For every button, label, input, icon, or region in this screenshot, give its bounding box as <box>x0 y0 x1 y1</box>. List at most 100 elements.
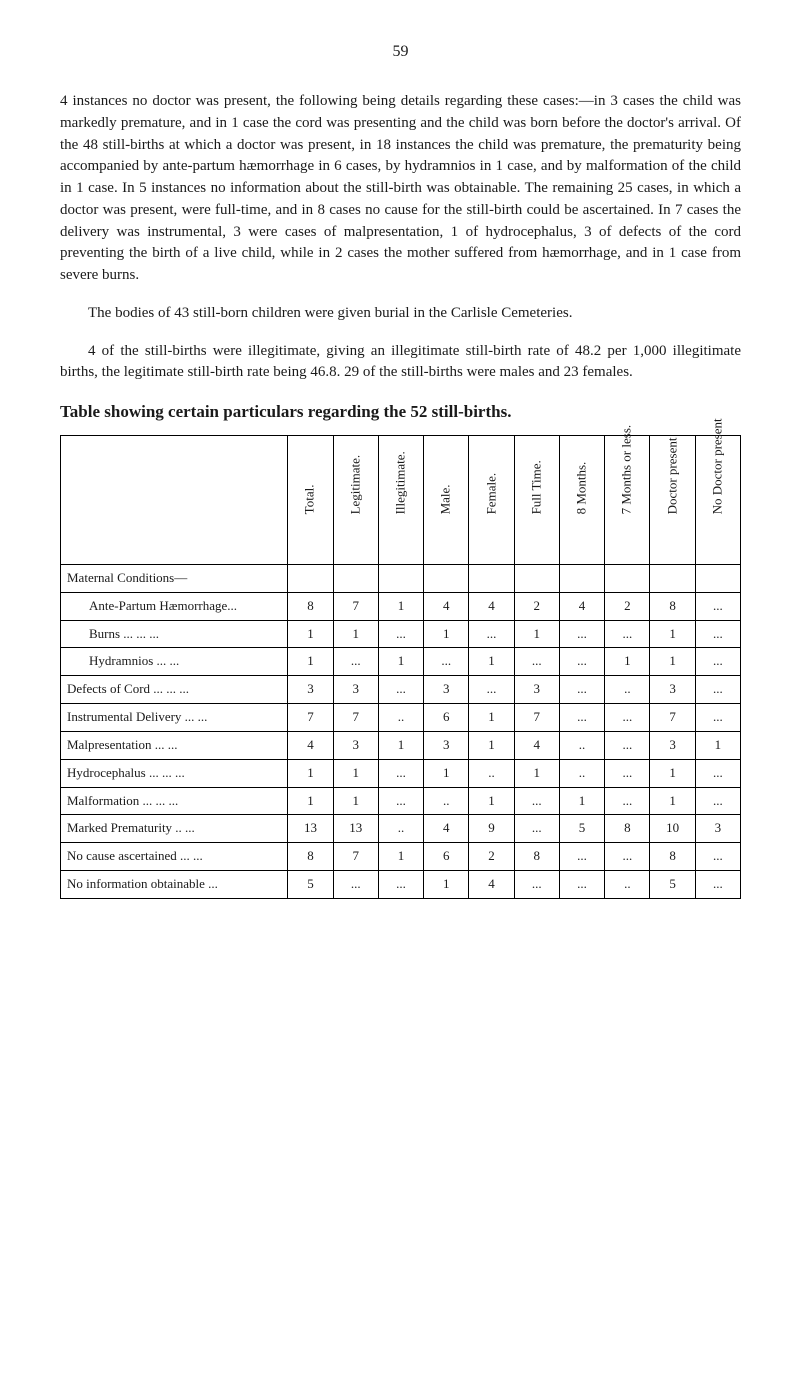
table-cell: 1 <box>650 620 695 648</box>
col-no-doctor: No Doctor present <box>695 435 740 564</box>
table-header-row: Total. Legitimate. Illegitimate. Male. F… <box>61 435 741 564</box>
table-cell: 5 <box>559 815 604 843</box>
table-cell: ... <box>605 787 650 815</box>
table-cell: ... <box>695 704 740 732</box>
table-cell: .. <box>605 676 650 704</box>
table-cell: 7 <box>650 704 695 732</box>
table-cell: 4 <box>469 592 514 620</box>
table-cell: 8 <box>514 843 559 871</box>
table-cell: ... <box>695 592 740 620</box>
table-cell: 3 <box>333 676 378 704</box>
table-cell: 1 <box>650 787 695 815</box>
table-cell: 1 <box>333 787 378 815</box>
table-row: Marked Prematurity .. ...1313..49...5810… <box>61 815 741 843</box>
table-row: Malpresentation ... ...431314.....31 <box>61 731 741 759</box>
row-label: Hydramnios ... ... <box>61 648 288 676</box>
table-cell <box>288 564 333 592</box>
table-cell: 1 <box>333 620 378 648</box>
table-cell: ... <box>378 676 423 704</box>
table-cell: 2 <box>605 592 650 620</box>
table-cell <box>424 564 469 592</box>
table-cell: 3 <box>650 731 695 759</box>
table-cell: 1 <box>695 731 740 759</box>
row-label: Malformation ... ... ... <box>61 787 288 815</box>
table-cell: 8 <box>650 843 695 871</box>
table-cell: ... <box>559 843 604 871</box>
table-cell: 4 <box>514 731 559 759</box>
table-cell: .. <box>559 731 604 759</box>
col-8months: 8 Months. <box>559 435 604 564</box>
table-cell: 1 <box>514 759 559 787</box>
table-cell: .. <box>605 871 650 899</box>
table-cell: 7 <box>333 592 378 620</box>
table-cell: 3 <box>650 676 695 704</box>
table-cell: ... <box>559 871 604 899</box>
table-section-header: Maternal Conditions— <box>61 564 741 592</box>
table-row: No information obtainable ...5......14..… <box>61 871 741 899</box>
table-row: Burns ... ... ...11...1...1......1... <box>61 620 741 648</box>
table-cell: ... <box>514 815 559 843</box>
table-cell: ... <box>378 620 423 648</box>
table-cell: 1 <box>514 620 559 648</box>
table-cell: 1 <box>288 759 333 787</box>
table-cell: 1 <box>288 787 333 815</box>
table-cell: 7 <box>333 704 378 732</box>
stillbirths-table: Total. Legitimate. Illegitimate. Male. F… <box>60 435 741 899</box>
table-cell: ... <box>424 648 469 676</box>
table-cell: ... <box>605 620 650 648</box>
paragraph-1: 4 instances no doctor was present, the f… <box>60 91 741 287</box>
row-label: No cause ascertained ... ... <box>61 843 288 871</box>
table-cell: 1 <box>650 648 695 676</box>
table-cell: 13 <box>288 815 333 843</box>
col-female: Female. <box>469 435 514 564</box>
table-cell: .. <box>378 704 423 732</box>
table-cell: 3 <box>424 731 469 759</box>
table-cell: ... <box>605 731 650 759</box>
table-cell <box>469 564 514 592</box>
table-cell: 2 <box>514 592 559 620</box>
table-cell: ... <box>514 648 559 676</box>
table-cell <box>333 564 378 592</box>
table-cell: 1 <box>378 843 423 871</box>
table-cell: ... <box>378 759 423 787</box>
table-cell: 4 <box>469 871 514 899</box>
table-cell: 3 <box>514 676 559 704</box>
table-cell: 3 <box>424 676 469 704</box>
table-cell: 1 <box>469 787 514 815</box>
table-cell: ... <box>559 704 604 732</box>
table-cell: 7 <box>514 704 559 732</box>
table-cell: 1 <box>469 704 514 732</box>
row-label: Hydrocephalus ... ... ... <box>61 759 288 787</box>
table-cell: 1 <box>288 648 333 676</box>
table-cell <box>559 564 604 592</box>
table-row: Hydrocephalus ... ... ...11...1..1.....1… <box>61 759 741 787</box>
table-cell: 1 <box>378 731 423 759</box>
row-label: Burns ... ... ... <box>61 620 288 648</box>
table-cell: ... <box>695 843 740 871</box>
table-cell: 4 <box>559 592 604 620</box>
table-cell: ... <box>333 648 378 676</box>
table-cell: ... <box>695 676 740 704</box>
table-cell: 1 <box>288 620 333 648</box>
table-cell: 5 <box>650 871 695 899</box>
table-cell: ... <box>469 676 514 704</box>
table-cell: 1 <box>424 871 469 899</box>
table-row: Defects of Cord ... ... ...33...3...3...… <box>61 676 741 704</box>
table-cell: 1 <box>378 648 423 676</box>
table-row: Malformation ... ... ...11.....1...1...1… <box>61 787 741 815</box>
table-cell: ... <box>333 871 378 899</box>
section-label: Maternal Conditions— <box>61 564 288 592</box>
table-cell <box>378 564 423 592</box>
table-cell: 1 <box>559 787 604 815</box>
col-doctor-present: Doctor present <box>650 435 695 564</box>
table-cell: ... <box>605 759 650 787</box>
table-cell: 1 <box>650 759 695 787</box>
table-cell: 9 <box>469 815 514 843</box>
table-cell: 13 <box>333 815 378 843</box>
table-cell: 3 <box>695 815 740 843</box>
table-title: Table showing certain particulars regard… <box>60 400 741 425</box>
row-label: Ante-Partum Hæmorrhage... <box>61 592 288 620</box>
col-fulltime: Full Time. <box>514 435 559 564</box>
table-cell: ... <box>695 871 740 899</box>
table-row: Hydramnios ... ...1...1...1......11... <box>61 648 741 676</box>
